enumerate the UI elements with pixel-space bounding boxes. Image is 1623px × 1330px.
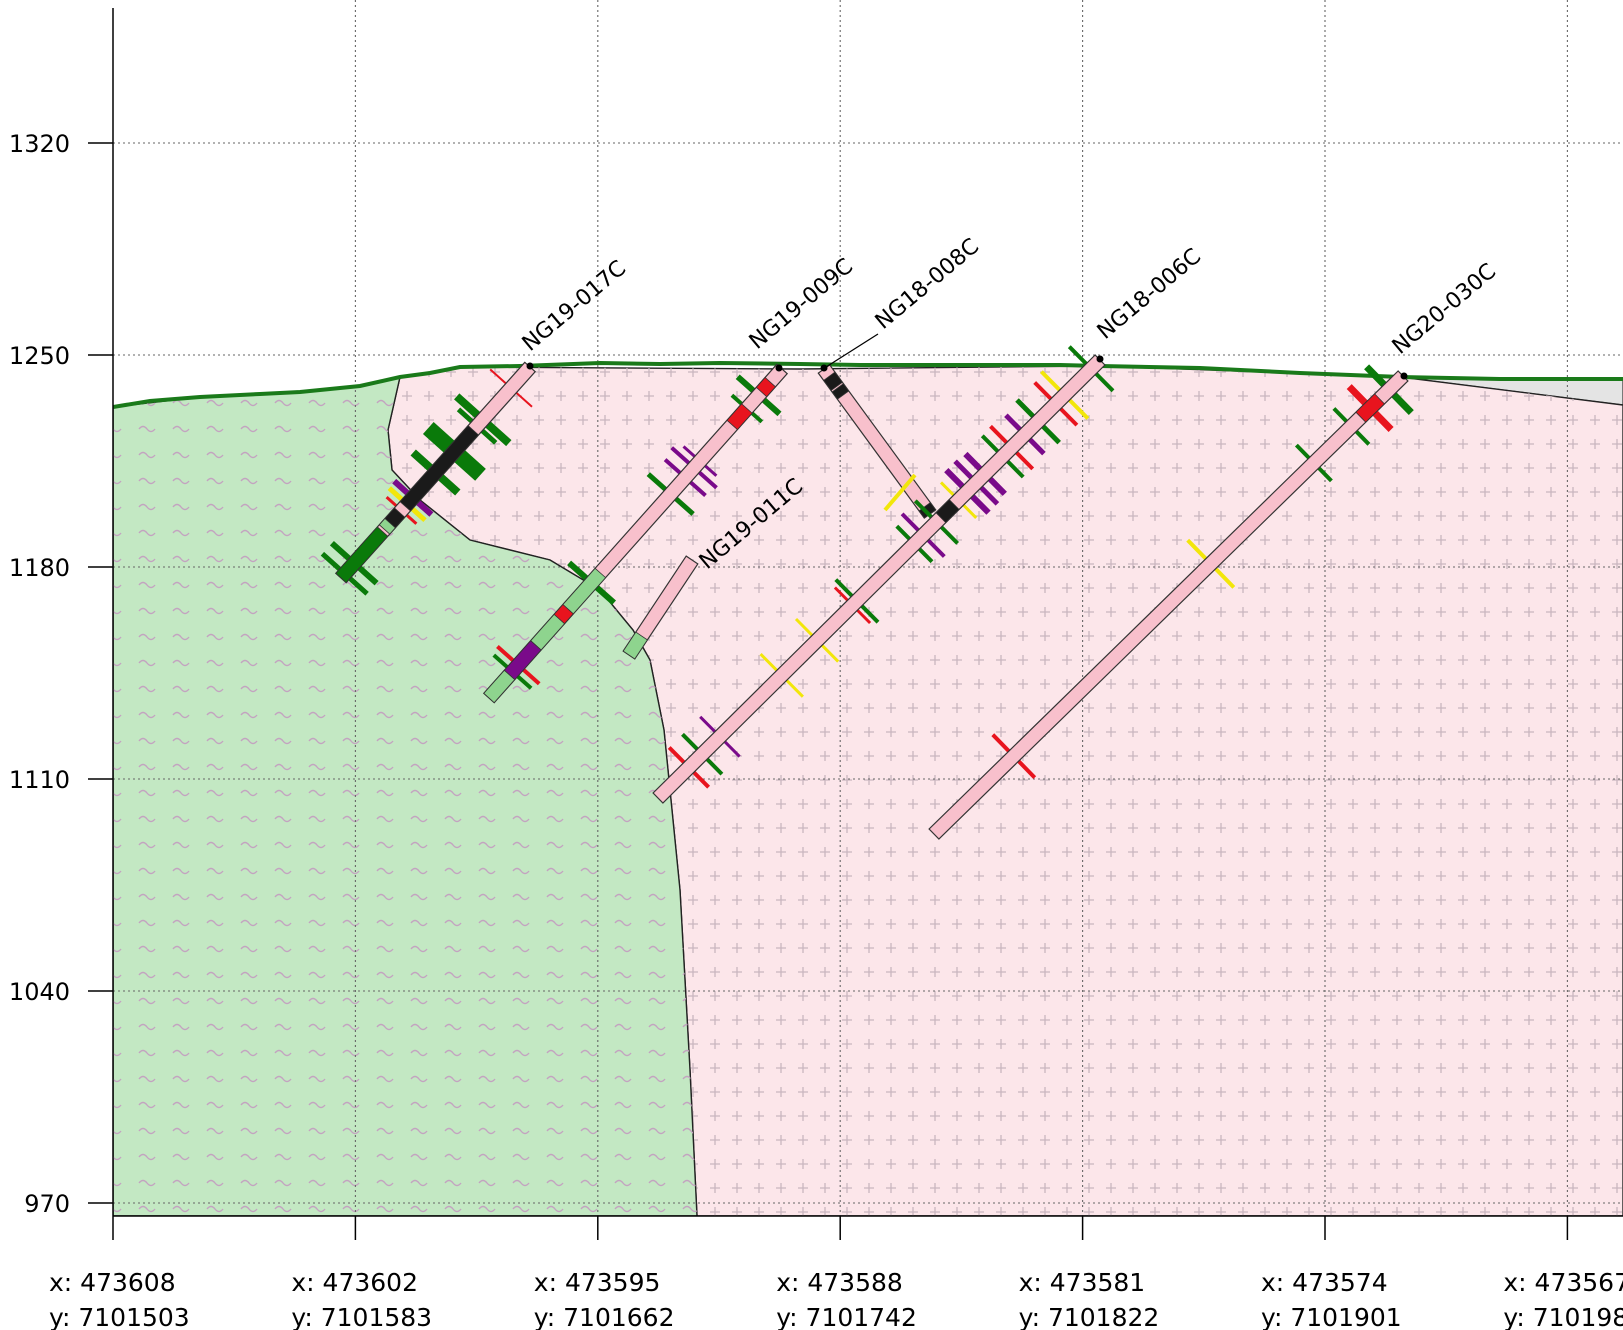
collar-marker <box>1096 355 1104 363</box>
lithology-segment <box>378 517 396 535</box>
x-tick-label-easting: x: 473595 <box>534 1268 661 1297</box>
x-tick-label-easting: x: 473581 <box>1019 1268 1146 1297</box>
x-tick-label-northing: y: 7101583 <box>291 1303 432 1330</box>
axes <box>112 8 1623 1217</box>
drillhole-label: NG20-030C <box>1388 259 1501 360</box>
collar-marker <box>775 364 783 372</box>
drillhole-ng19-009c[interactable] <box>482 363 789 704</box>
y-tick-label: 1110 <box>9 766 70 794</box>
intercept-tick <box>883 473 917 512</box>
x-tick-label-easting: x: 473574 <box>1261 1268 1388 1297</box>
drillhole-label: NG19-009C <box>745 254 858 355</box>
greenstone-unit-texture <box>113 377 697 1216</box>
x-tick-label-northing: y: 7101503 <box>49 1303 190 1330</box>
lithology-segment <box>553 603 574 625</box>
intercept-cluster <box>883 473 917 512</box>
x-tick-label-easting: x: 473567 <box>1503 1268 1623 1297</box>
lithology-segment <box>935 499 960 524</box>
lithology-segment <box>823 371 843 392</box>
drillhole-label: NG18-006C <box>1093 244 1206 345</box>
x-tick-label-northing: y: 7101822 <box>1019 1303 1160 1330</box>
lithology-segment <box>755 376 777 398</box>
topography-line <box>113 360 1623 409</box>
label-leader-line <box>825 333 879 368</box>
grid-lines <box>113 0 1623 1216</box>
drillholes <box>320 333 1414 840</box>
collar-marker <box>820 364 828 372</box>
granite-unit-texture <box>388 366 1623 1216</box>
y-tick-label: 1040 <box>9 978 70 1006</box>
lithology-segment <box>483 669 516 704</box>
collar-marker <box>1400 372 1408 380</box>
drillhole-label: NG19-017C <box>518 256 631 357</box>
lithology-segment <box>622 631 648 660</box>
x-tick-label-northing: y: 7101662 <box>534 1303 675 1330</box>
x-axis-ticks: x: 473608 y: 7101503 x: 473602 y: 7101583 x:… <box>49 1216 1623 1330</box>
y-tick-label: 970 <box>24 1190 70 1218</box>
y-axis-ticks: 1320 1250 1180 1110 1040 970 <box>9 130 113 1218</box>
lithology-segment <box>399 425 480 512</box>
y-tick-label: 1250 <box>9 342 70 370</box>
lithology-segment <box>831 383 850 400</box>
y-tick-label: 1180 <box>9 554 70 582</box>
drillhole-ng19-011c[interactable] <box>622 555 699 660</box>
x-tick-label-northing: y: 7101901 <box>1261 1303 1402 1330</box>
drillhole-ng19-017c[interactable] <box>320 361 537 596</box>
lithology-segment <box>726 403 753 431</box>
geology-units <box>113 365 1623 1216</box>
drillhole-ng20-030c[interactable] <box>928 364 1414 840</box>
drillhole-label: NG18-008C <box>871 234 984 335</box>
collar-marker <box>526 362 534 370</box>
x-tick-label-northing: y: 7101742 <box>776 1303 917 1330</box>
x-tick-label-northing: y: 7101981 <box>1503 1303 1623 1330</box>
x-tick-label-easting: x: 473608 <box>49 1268 176 1297</box>
lithology-segment <box>1355 393 1385 423</box>
drillhole-ng18-006c[interactable] <box>652 345 1115 804</box>
y-tick-label: 1320 <box>9 130 70 158</box>
lithology-segment <box>335 526 389 584</box>
x-tick-label-easting: x: 473588 <box>776 1268 903 1297</box>
x-tick-label-easting: x: 473602 <box>291 1268 418 1297</box>
